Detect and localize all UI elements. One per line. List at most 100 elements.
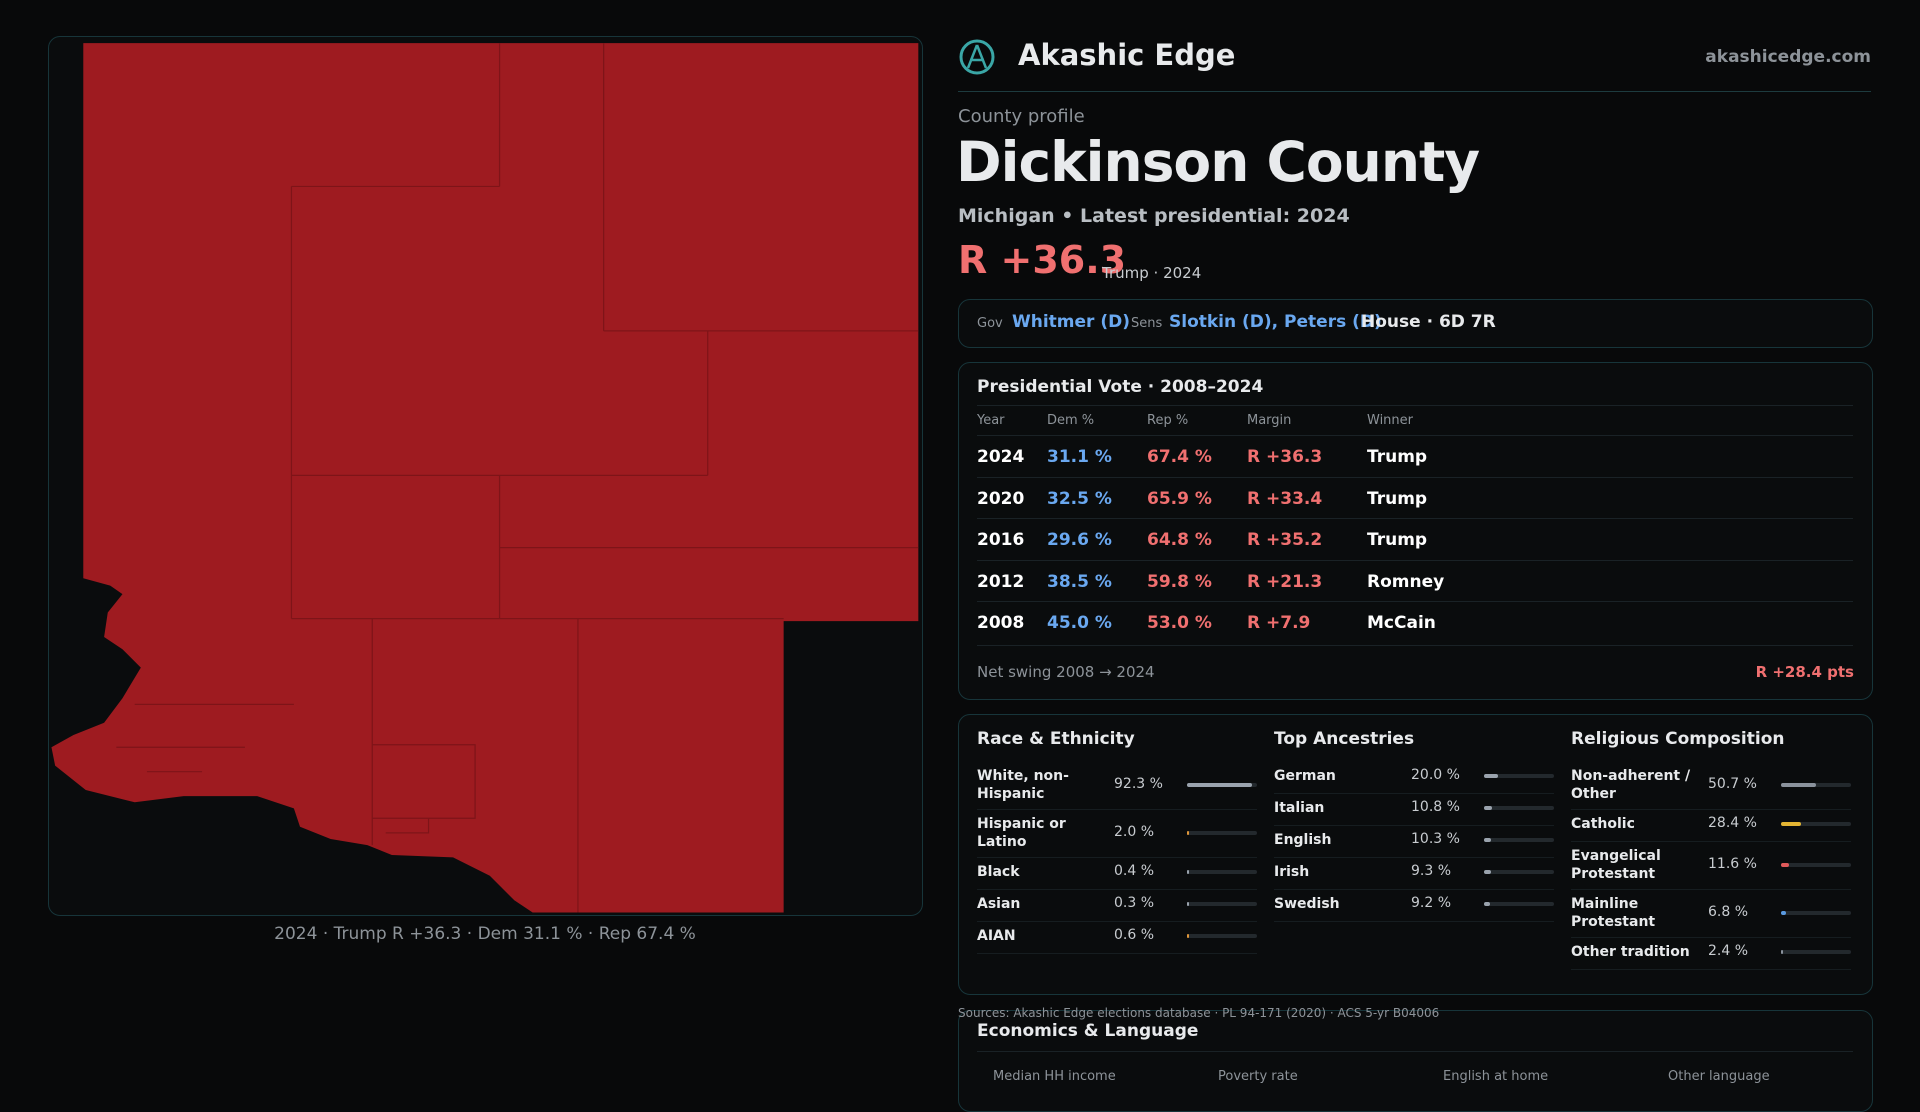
row-label: Mainline Protestant bbox=[1571, 896, 1656, 930]
section-title: Race & Ethnicity bbox=[977, 729, 1135, 749]
headline-margin: R +36.3 bbox=[958, 238, 1127, 282]
row-rule bbox=[1274, 793, 1554, 794]
table-cell: 53.0 % bbox=[1147, 613, 1212, 633]
margin-note: Trump · 2024 bbox=[1102, 264, 1202, 282]
column-header: Other language bbox=[1668, 1069, 1770, 1084]
table-cell: R +33.4 bbox=[1247, 488, 1323, 509]
row-rule bbox=[977, 921, 1257, 922]
table-cell: 2020 bbox=[977, 488, 1025, 509]
table-cell: 2008 bbox=[977, 613, 1025, 633]
row-value: 0.4 % bbox=[1114, 863, 1155, 879]
subtitle: Michigan • Latest presidential: 2024 bbox=[958, 205, 1350, 227]
swing-label: Net swing 2008 → 2024 bbox=[977, 663, 1155, 681]
row-label: White, non-Hispanic bbox=[977, 768, 1069, 802]
bar-track bbox=[1484, 774, 1554, 778]
row-value: 10.3 % bbox=[1411, 831, 1460, 847]
column-header: Margin bbox=[1247, 413, 1292, 428]
column-header: Winner bbox=[1367, 413, 1414, 428]
bar bbox=[1781, 950, 1783, 954]
row-label: Swedish bbox=[1274, 896, 1340, 912]
row-rule bbox=[1274, 857, 1554, 858]
county-map bbox=[51, 43, 919, 913]
row-rule bbox=[977, 601, 1853, 602]
row-value: 92.3 % bbox=[1114, 776, 1163, 792]
row-rule bbox=[1274, 921, 1554, 922]
table-cell: Trump bbox=[1367, 530, 1428, 550]
row-label: Non-adherent / Other bbox=[1571, 768, 1691, 802]
row-value: 9.2 % bbox=[1411, 895, 1452, 911]
table-cell: R +7.9 bbox=[1247, 613, 1311, 633]
bar-track bbox=[1484, 806, 1554, 810]
column-header: English at home bbox=[1443, 1069, 1549, 1084]
divider bbox=[958, 91, 1871, 92]
bar-track bbox=[1484, 870, 1554, 874]
row-rule bbox=[977, 857, 1257, 858]
row-value: 0.6 % bbox=[1114, 927, 1155, 943]
governor[interactable]: Whitmer (D) bbox=[1012, 312, 1131, 332]
bar bbox=[1187, 902, 1189, 906]
row-value: 20.0 % bbox=[1411, 767, 1460, 783]
map-caption: 2024 · Trump R +36.3 · Dem 31.1 % · Rep … bbox=[274, 924, 696, 944]
brand-url[interactable]: akashicedge.com bbox=[1705, 47, 1871, 67]
row-rule bbox=[1274, 889, 1554, 890]
bar bbox=[1484, 806, 1492, 810]
row-value: 2.4 % bbox=[1708, 943, 1749, 959]
bar bbox=[1781, 911, 1786, 915]
row-label: AIAN bbox=[977, 928, 1016, 944]
page: 2024 · Trump R +36.3 · Dem 31.1 % · Rep … bbox=[48, 36, 1873, 1112]
bar bbox=[1484, 774, 1498, 778]
row-rule bbox=[977, 645, 1853, 646]
township-lines bbox=[116, 43, 919, 913]
row-value: 50.7 % bbox=[1708, 776, 1757, 792]
bar-track bbox=[1781, 822, 1851, 826]
row-value: 28.4 % bbox=[1708, 815, 1757, 831]
table-cell: 2024 bbox=[977, 447, 1025, 467]
table-cell: R +35.2 bbox=[1247, 530, 1323, 550]
house: House · 6D 7R bbox=[1361, 312, 1496, 332]
bar bbox=[1484, 870, 1491, 874]
row-value: 11.6 % bbox=[1708, 856, 1757, 872]
table-cell: R +21.3 bbox=[1247, 571, 1323, 592]
gov-label: Gov bbox=[977, 316, 1003, 331]
map-panel bbox=[48, 36, 923, 916]
table-cell: 65.9 % bbox=[1147, 488, 1212, 509]
row-rule bbox=[1571, 889, 1851, 890]
row-rule bbox=[1571, 969, 1851, 970]
table-cell: 67.4 % bbox=[1147, 447, 1212, 467]
bar-track bbox=[1187, 870, 1257, 874]
bar bbox=[1781, 783, 1817, 787]
sources: Sources: Akashic Edge elections database… bbox=[958, 1006, 1440, 1020]
row-rule bbox=[977, 518, 1853, 519]
table-cell: 29.6 % bbox=[1047, 530, 1112, 550]
sens-label: Sens bbox=[1131, 316, 1163, 331]
table-cell: Trump bbox=[1367, 488, 1428, 509]
demographics-box: Race & Ethnicity White, non-Hispanic 92.3 … bbox=[958, 714, 1873, 995]
row-label: Evangelical Protestant bbox=[1571, 848, 1661, 882]
row-label: English bbox=[1274, 832, 1332, 848]
bar-track bbox=[1187, 902, 1257, 906]
row-value: 10.8 % bbox=[1411, 799, 1460, 815]
row-label: Other tradition bbox=[1571, 944, 1690, 960]
officials-box: Gov Whitmer (D) Sens Slotkin (D), Peters… bbox=[958, 299, 1873, 348]
logo bbox=[959, 39, 995, 75]
row-rule bbox=[1571, 809, 1851, 810]
row-rule bbox=[977, 435, 1853, 436]
bar bbox=[1484, 838, 1492, 842]
row-rule bbox=[1571, 841, 1851, 842]
bar-track bbox=[1484, 838, 1554, 842]
row-value: 9.3 % bbox=[1411, 863, 1452, 879]
row-rule bbox=[977, 559, 1853, 561]
table-cell: 32.5 % bbox=[1047, 488, 1112, 509]
row-label: Hispanic or Latino bbox=[977, 816, 1066, 850]
row-rule bbox=[1274, 825, 1554, 826]
bar-track bbox=[1781, 863, 1851, 867]
section-title: Economics & Language bbox=[977, 1021, 1199, 1041]
table-cell: 31.1 % bbox=[1047, 447, 1112, 467]
economics-box: Economics & Language Median HH income Pov… bbox=[958, 1010, 1873, 1112]
section-title: Presidential Vote · 2008–2024 bbox=[977, 377, 1264, 397]
table-cell: 2016 bbox=[977, 530, 1025, 550]
table-cell: 59.8 % bbox=[1147, 571, 1212, 592]
row-label: Black bbox=[977, 864, 1020, 880]
kicker: County profile bbox=[958, 106, 1085, 127]
senators[interactable]: Slotkin (D), Peters (D) bbox=[1169, 312, 1382, 332]
